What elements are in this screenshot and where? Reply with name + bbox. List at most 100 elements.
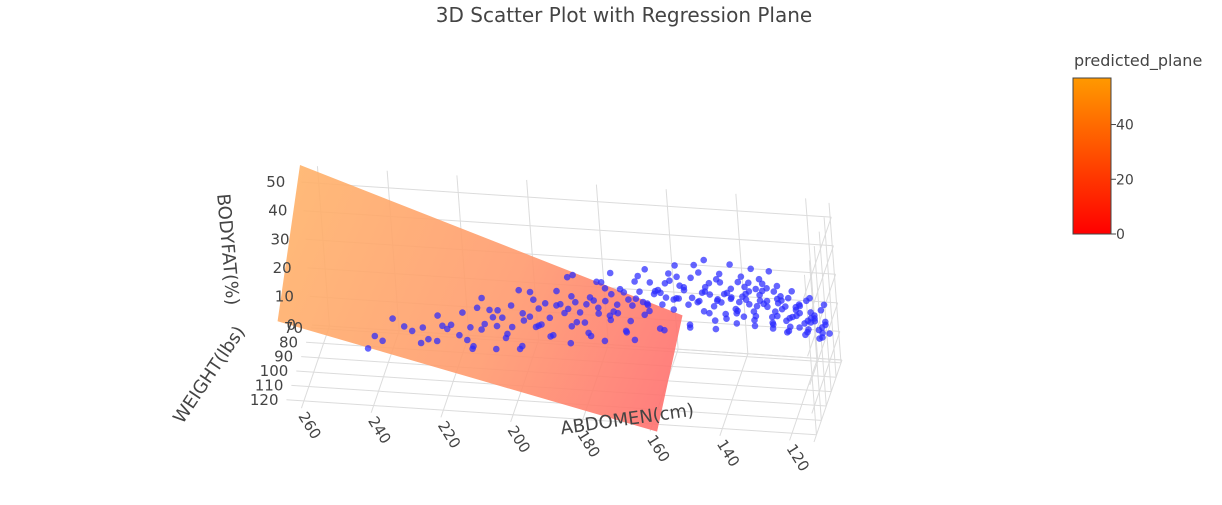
data-point (817, 307, 825, 314)
z-tick-label: 0 (286, 316, 296, 334)
grid-line-z (813, 359, 843, 443)
data-point (753, 302, 761, 310)
data-point (581, 319, 589, 326)
chart-title: 3D Scatter Plot with Regression Plane (436, 3, 812, 27)
grid-line-z (301, 181, 832, 218)
data-point (803, 297, 810, 305)
data-point (661, 326, 668, 334)
z-tick-label: 40 (268, 202, 287, 220)
grid-line-x (789, 358, 819, 441)
colorbar-gradient (1072, 77, 1112, 235)
data-point (769, 319, 776, 327)
colorbar-title: predicted_plane (1074, 51, 1202, 71)
data-point (745, 279, 752, 287)
data-point (553, 302, 560, 309)
data-point (710, 303, 718, 310)
data-point (805, 326, 812, 333)
data-point (746, 301, 753, 308)
y-tick-label: 120 (250, 391, 279, 409)
data-point (695, 269, 702, 276)
data-point (765, 268, 773, 275)
data-point (770, 288, 778, 295)
data-point (733, 310, 740, 317)
x-tick-label: 200 (504, 422, 534, 456)
data-point (740, 313, 748, 321)
data-point (706, 291, 714, 298)
data-point (569, 271, 576, 279)
data-point (613, 301, 621, 309)
colorbar: predicted_plane 0 20 40 (1072, 51, 1202, 243)
data-point (607, 316, 615, 324)
data-point (742, 296, 750, 304)
data-point (567, 339, 575, 347)
data-point (467, 324, 474, 331)
data-point (769, 313, 776, 321)
data-point (535, 322, 542, 330)
data-point (595, 304, 602, 312)
colorbar-ticks: 0 20 40 (1111, 118, 1134, 243)
data-point (595, 310, 602, 317)
data-point (737, 273, 745, 281)
data-point (439, 322, 446, 330)
data-point (758, 280, 766, 288)
data-point (459, 309, 466, 316)
data-point (745, 288, 753, 295)
grid-line-y (818, 231, 832, 392)
z-tick-label: 50 (266, 173, 285, 191)
data-point (425, 335, 432, 343)
grid-line-z (809, 302, 839, 386)
data-point (818, 324, 826, 331)
data-point (778, 297, 785, 304)
y-tick-label: 90 (274, 348, 293, 366)
data-point (728, 294, 735, 301)
data-point (786, 314, 793, 322)
z-tick-label: 10 (275, 287, 294, 305)
data-point (478, 294, 485, 302)
data-point (680, 284, 688, 291)
data-point (400, 323, 408, 330)
grid-line-z (802, 216, 832, 300)
data-point (722, 310, 729, 318)
data-point (772, 308, 779, 315)
data-point (568, 323, 576, 330)
grid-line-z (807, 274, 837, 357)
data-point (434, 312, 441, 319)
data-point (456, 331, 463, 339)
data-point (634, 272, 641, 280)
data-point (515, 286, 522, 294)
y-axis-label: WEIGHT(lbs) (169, 322, 249, 427)
data-point (727, 285, 735, 293)
data-point (444, 325, 451, 333)
data-point (788, 288, 795, 295)
data-point (608, 290, 615, 298)
x-tick-label: 260 (294, 409, 324, 443)
data-point (417, 339, 425, 347)
data-point (826, 330, 833, 337)
data-point (530, 296, 537, 304)
data-point (641, 266, 648, 273)
data-point (750, 308, 758, 315)
data-point (787, 323, 794, 331)
data-point (796, 324, 803, 331)
data-point (662, 294, 670, 301)
data-point (706, 309, 713, 317)
data-point (816, 335, 823, 342)
data-point (673, 273, 680, 281)
data-point (784, 329, 791, 336)
x-tick-label: 220 (434, 418, 464, 452)
data-point (665, 270, 672, 277)
data-point (625, 296, 632, 303)
data-point (819, 329, 826, 337)
data-point (752, 285, 759, 293)
grid-line-z (811, 331, 841, 414)
data-point (763, 285, 770, 292)
data-point (389, 315, 396, 322)
scatter-points (364, 256, 833, 353)
data-point (793, 312, 800, 320)
data-point (769, 325, 777, 332)
data-point (670, 306, 678, 313)
grid-line-x (300, 325, 330, 409)
data-point (493, 322, 501, 330)
data-point (687, 274, 694, 282)
data-point (807, 314, 815, 322)
